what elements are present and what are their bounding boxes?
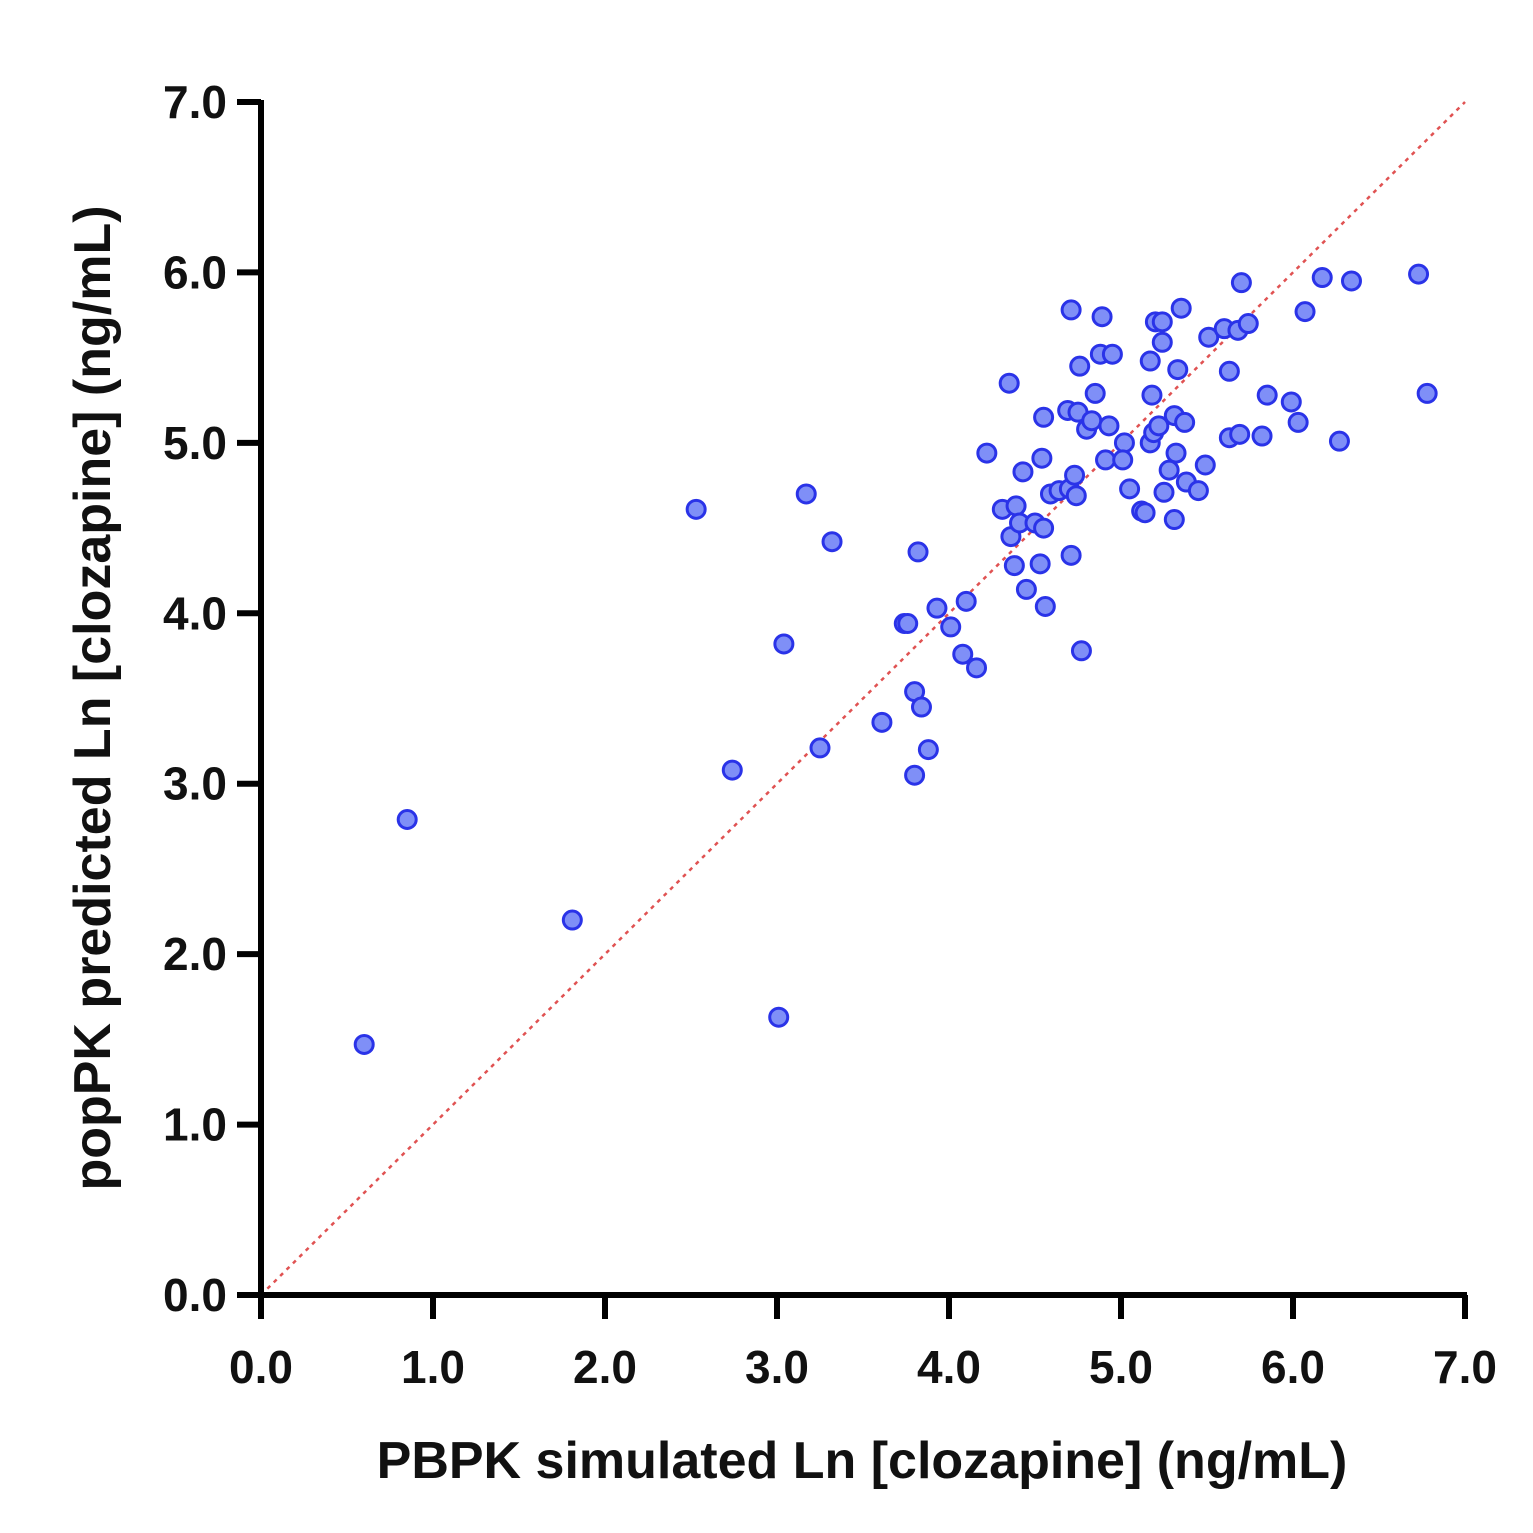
data-point: [809, 737, 831, 759]
data-point: [940, 616, 962, 638]
data-point: [897, 613, 919, 635]
data-point: [1060, 544, 1082, 566]
data-point: [773, 633, 795, 655]
x-tick-label: 3.0: [745, 1341, 809, 1393]
data-point: [721, 759, 743, 781]
data-point: [1256, 384, 1278, 406]
data-point: [1153, 481, 1175, 503]
data-point: [1328, 430, 1350, 452]
x-axis-title: PBPK simulated Ln [clozapine] (ng/mL): [377, 1432, 1348, 1490]
data-point: [1187, 480, 1209, 502]
data-point: [1174, 411, 1196, 433]
data-point: [952, 643, 974, 665]
y-tick-label: 5.0: [163, 417, 227, 469]
data-point: [1294, 301, 1316, 323]
data-point: [1218, 360, 1240, 382]
x-tick-label: 6.0: [1261, 1341, 1325, 1393]
identity-line: [260, 101, 1466, 1296]
y-tick-label: 3.0: [163, 758, 227, 810]
data-point: [396, 809, 418, 831]
data-point: [1251, 425, 1273, 447]
data-point: [1134, 502, 1156, 524]
data-point: [1012, 461, 1034, 483]
x-tick-label: 7.0: [1433, 1341, 1497, 1393]
data-point: [1091, 306, 1113, 328]
data-point: [561, 909, 583, 931]
data-point: [1229, 423, 1251, 445]
data-point: [955, 590, 977, 612]
x-tick-label: 5.0: [1089, 1341, 1153, 1393]
data-point: [821, 531, 843, 553]
data-point: [1029, 553, 1051, 575]
data-point: [1280, 391, 1302, 413]
data-point: [1165, 442, 1187, 464]
data-point: [1163, 509, 1185, 531]
data-point: [1112, 449, 1134, 471]
data-point: [1119, 478, 1141, 500]
data-point: [1031, 447, 1053, 469]
data-point: [910, 696, 932, 718]
data-point: [871, 711, 893, 733]
data-point: [976, 442, 998, 464]
x-tick-label: 4.0: [917, 1341, 981, 1393]
y-axis-title: popPK predicted Ln [clozapine] (ng/mL): [64, 205, 122, 1190]
x-tick-label: 1.0: [401, 1341, 465, 1393]
data-point: [1237, 313, 1259, 335]
data-point: [907, 541, 929, 563]
data-point: [1034, 595, 1056, 617]
data-point: [1113, 432, 1135, 454]
data-point: [1101, 343, 1123, 365]
data-point: [1139, 350, 1161, 372]
data-point: [1158, 459, 1180, 481]
y-tick-label: 7.0: [163, 76, 227, 128]
data-point: [1084, 382, 1106, 404]
data-point: [1003, 555, 1025, 577]
y-tick-label: 0.0: [163, 1269, 227, 1321]
data-point: [1170, 297, 1192, 319]
data-point: [1005, 495, 1027, 517]
data-point: [1070, 640, 1092, 662]
data-point: [1311, 267, 1333, 289]
data-point: [904, 764, 926, 786]
data-point: [768, 1006, 790, 1028]
data-point: [1069, 355, 1091, 377]
data-point: [1060, 299, 1082, 321]
data-point: [1065, 485, 1087, 507]
data-point: [1141, 384, 1163, 406]
data-point: [1408, 263, 1430, 285]
data-point: [1015, 578, 1037, 600]
data-point: [1033, 406, 1055, 428]
data-point: [1340, 270, 1362, 292]
y-tick-label: 6.0: [163, 246, 227, 298]
data-point: [966, 657, 988, 679]
data-point: [926, 597, 948, 619]
x-tick-label: 0.0: [229, 1341, 293, 1393]
data-point: [1081, 410, 1103, 432]
data-point: [1167, 359, 1189, 381]
data-point: [685, 498, 707, 520]
data-point: [795, 483, 817, 505]
y-tick-label: 1.0: [163, 1099, 227, 1151]
data-point: [998, 372, 1020, 394]
data-point: [1287, 411, 1309, 433]
data-point: [1064, 464, 1086, 486]
data-point: [1416, 382, 1438, 404]
data-point: [1230, 272, 1252, 294]
data-point: [1151, 331, 1173, 353]
data-point: [1033, 517, 1055, 539]
x-tick-label: 2.0: [573, 1341, 637, 1393]
data-point: [1194, 454, 1216, 476]
data-point: [1198, 326, 1220, 348]
data-point: [1098, 415, 1120, 437]
data-point: [353, 1033, 375, 1055]
data-point: [1148, 415, 1170, 437]
y-tick-label: 2.0: [163, 928, 227, 980]
data-point: [1095, 449, 1117, 471]
data-point: [1151, 311, 1173, 333]
y-tick-label: 4.0: [163, 587, 227, 639]
data-point: [917, 739, 939, 761]
